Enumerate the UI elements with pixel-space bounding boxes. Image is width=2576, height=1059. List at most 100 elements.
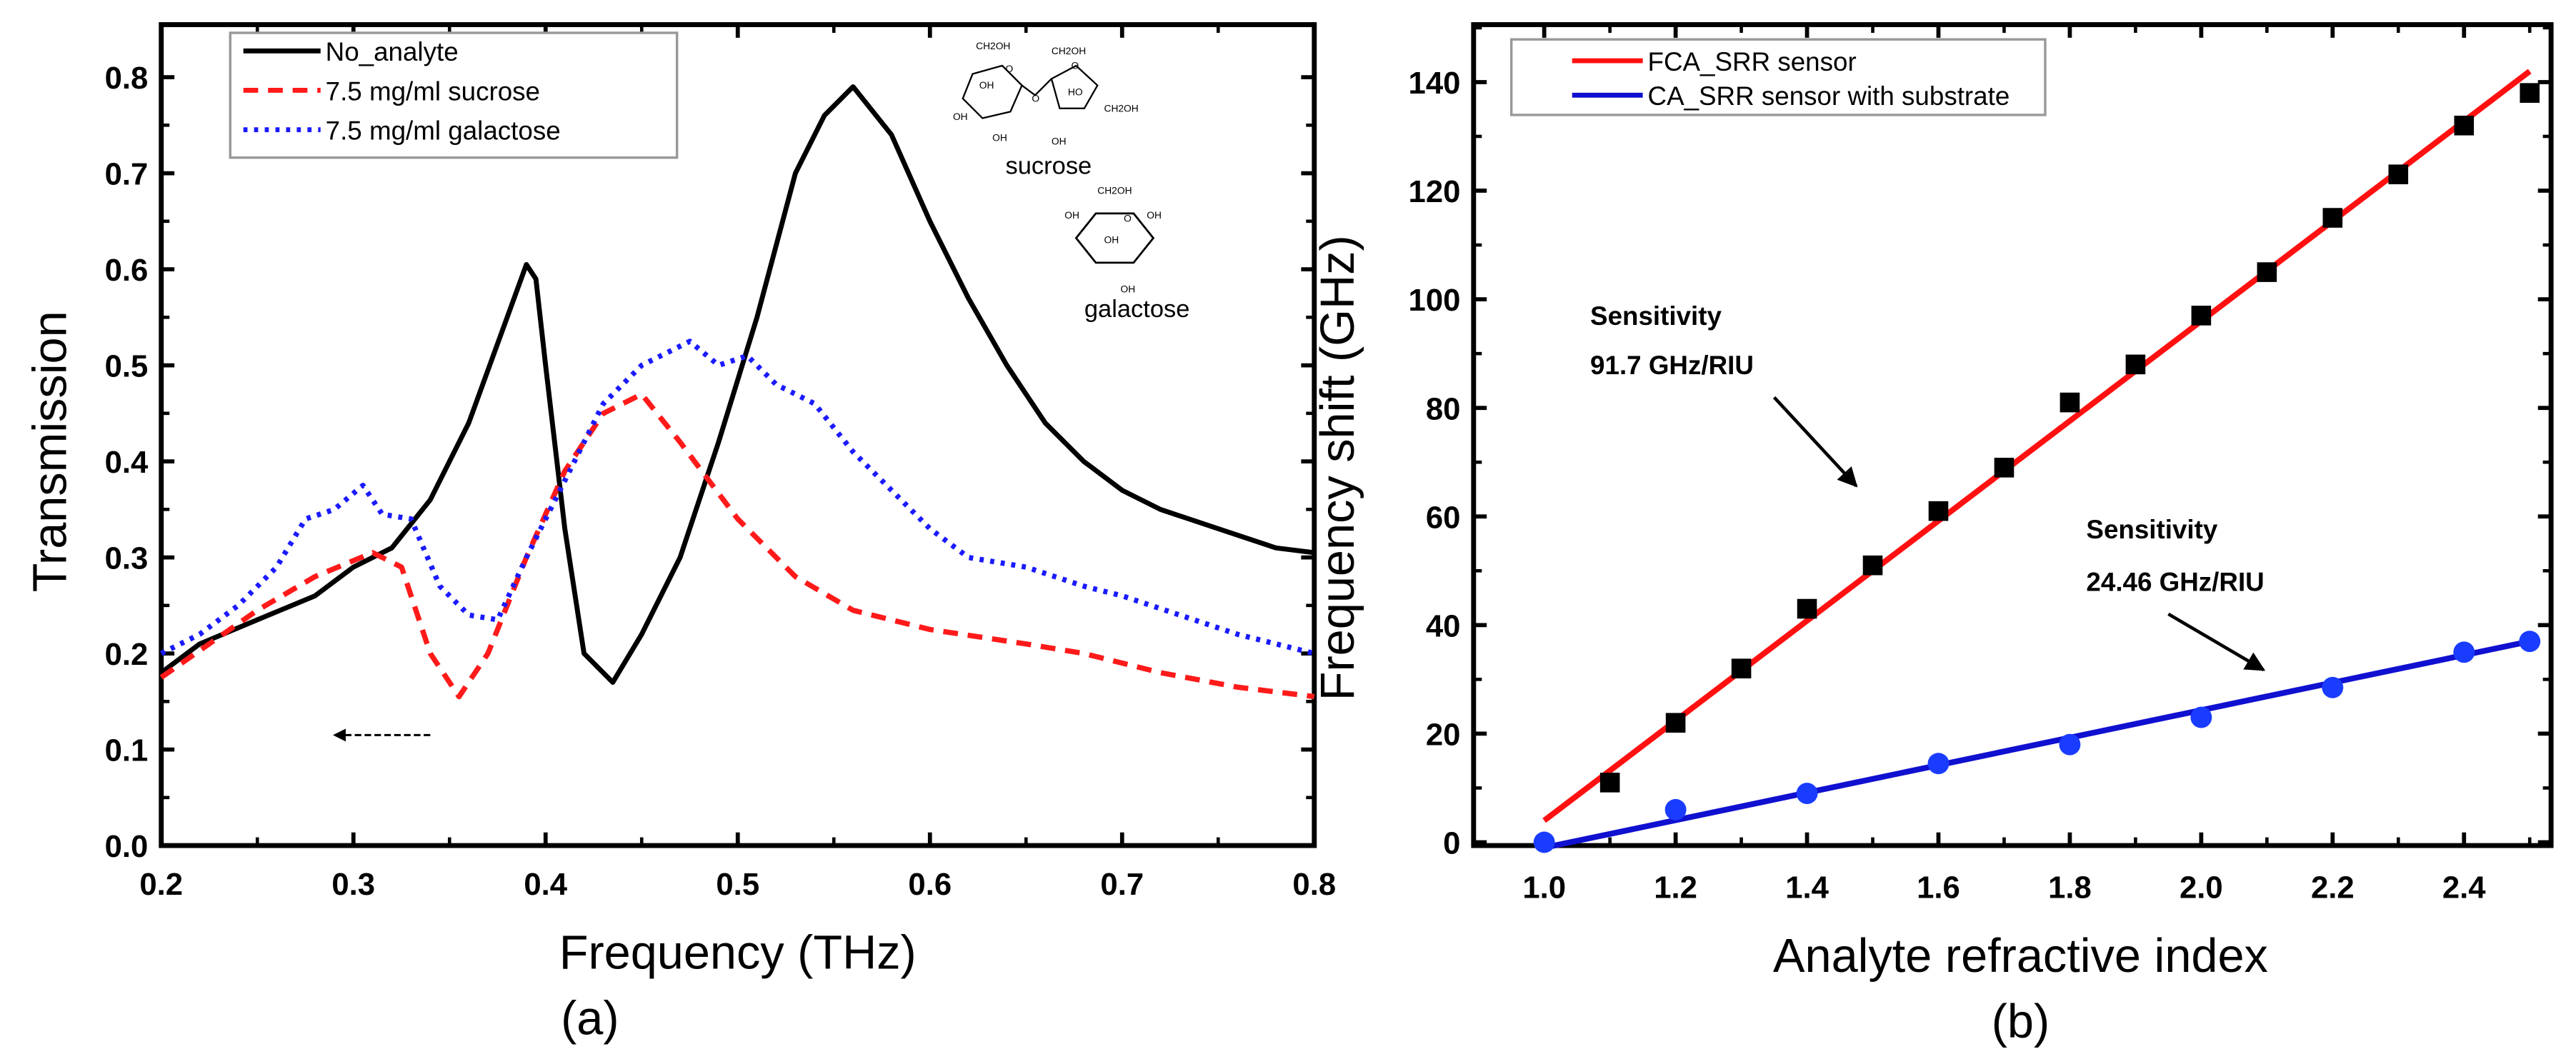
data-point-square <box>1731 658 1752 678</box>
x-tick-label: 2.4 <box>2442 870 2486 905</box>
y-axis-label: Transmission <box>24 311 76 592</box>
galactose-ring <box>1074 212 1155 264</box>
molecule-atom-label: OH <box>1120 283 1135 294</box>
plot-frame <box>1471 22 2554 848</box>
x-axis-label: Analyte refractive index <box>1773 930 2268 983</box>
data-point-circle <box>2519 631 2541 653</box>
data-point-square <box>2388 164 2409 185</box>
data-point-square <box>1928 501 1949 521</box>
y-tick-label: 40 <box>1426 608 1461 643</box>
y-tick-label: 100 <box>1409 283 1461 318</box>
data-point-square <box>2322 208 2343 228</box>
molecule-atom-label: O <box>1124 213 1132 224</box>
data-point-square <box>1797 598 1817 619</box>
x-axis-label: Frequency (THz) <box>559 927 917 980</box>
molecule-name: galactose <box>1084 296 1190 323</box>
molecule-atom-label: OH <box>1064 210 1079 221</box>
molecule-atom-label: OH <box>979 80 994 91</box>
x-tick-label: 0.2 <box>139 867 183 902</box>
x-tick-label: 2.2 <box>2311 870 2355 905</box>
fit-line-1 <box>1543 638 2531 851</box>
data-point-square <box>2060 392 2080 413</box>
x-tick-label: 0.4 <box>524 867 567 902</box>
molecule-atom-label: OH <box>1052 136 1067 146</box>
data-point-circle <box>2453 641 2475 663</box>
data-point-square <box>2257 262 2277 282</box>
x-tick-label: 0.3 <box>331 867 375 902</box>
molecule-atom-label: OH <box>1104 234 1119 245</box>
chart-b: 0 20 40 60 80 100 120 140 1.0 1.2 1.4 1.6 1.8 2.0 2.2 2… <box>1312 22 2554 1048</box>
data-point-square <box>2454 115 2475 136</box>
panel-label: (b) <box>1992 995 2050 1048</box>
y-tick-label: 0.7 <box>105 157 149 192</box>
data-point-square <box>2520 83 2540 103</box>
annotation-text: 24.46 GHz/RIU <box>2086 568 2264 597</box>
data-point-circle <box>1664 798 1687 820</box>
legend-label: 7.5 mg/ml galactose <box>326 116 561 145</box>
sucrose-glucose-ring <box>962 64 1023 119</box>
data-point-square <box>2191 306 2212 326</box>
y-tick-label: 20 <box>1426 718 1461 753</box>
x-tick-label: 1.4 <box>1785 870 1829 905</box>
annotation-text: 91.7 GHz/RIU <box>1590 351 1754 380</box>
molecule-atom-label: CH2OH <box>1104 103 1138 114</box>
y-tick-label: 0.0 <box>105 829 149 864</box>
annotation-arrow <box>2167 612 2266 672</box>
y-tick-label: 0.3 <box>105 541 149 576</box>
y-axis-label: Frequency shift (GHz) <box>1312 235 1364 701</box>
x-tick-label: 1.8 <box>2048 870 2092 905</box>
y-tick-label: 0.4 <box>105 445 149 480</box>
legend-box <box>1509 38 2047 116</box>
sucrose-fructose-ring <box>1050 64 1099 109</box>
molecule-atom-label: O <box>1006 64 1014 74</box>
panel-label: (a) <box>561 993 619 1045</box>
chart-a: 0.0 0.1 0.2 0.3 0.4 0.5 0.6 0.7 0.8 0.2 0.3 0.4 0.5 0… <box>24 22 1336 1045</box>
y-tick-label: 60 <box>1426 500 1461 535</box>
x-tick-label: 1.2 <box>1654 870 1697 905</box>
y-tick-label: 140 <box>1409 66 1461 101</box>
x-tick-label: 0.7 <box>1100 867 1144 902</box>
molecule-atom-label: O <box>1032 94 1039 104</box>
data-point-square <box>1665 713 1686 733</box>
data-point-circle <box>1796 783 1818 805</box>
data-point-square <box>2125 354 2146 375</box>
legend-label: No_analyte <box>326 37 459 66</box>
series-line-1 <box>159 391 1315 700</box>
molecule-atom-label: CH2OH <box>976 41 1010 51</box>
molecule-atom-label: CH2OH <box>1052 46 1086 56</box>
x-tick-label: 2.0 <box>2180 870 2223 905</box>
y-tick-label: 120 <box>1409 174 1461 209</box>
data-point-square <box>1862 555 1883 576</box>
annotation-arrow <box>1772 396 1858 488</box>
legend-label: 7.5 mg/ml sucrose <box>326 76 540 106</box>
y-tick-label: 0.5 <box>105 349 149 384</box>
molecule-atom-label: CH2OH <box>1097 185 1132 196</box>
x-tick-label: 0.5 <box>716 867 759 902</box>
annotation-text: Sensitivity <box>2086 515 2217 544</box>
data-point-square <box>1994 458 2015 478</box>
molecule-atom-label: HO <box>1068 86 1083 97</box>
data-point-circle <box>1533 831 1555 853</box>
molecule-atom-label: O <box>1072 61 1079 71</box>
y-tick-label: 80 <box>1426 391 1461 426</box>
fit-line-0 <box>1542 69 2532 823</box>
y-tick-label: 0.8 <box>105 61 149 96</box>
y-tick-label: 0 <box>1443 826 1460 861</box>
legend-label: CA_SRR sensor with substrate <box>1648 81 2010 111</box>
data-point-circle <box>2322 676 2344 698</box>
x-tick-label: 0.8 <box>1292 867 1336 902</box>
y-tick-label: 0.2 <box>105 637 149 672</box>
galactose-structure: CH2OH OH O OH OH OH galactose <box>1064 185 1189 322</box>
y-tick-label: 0.6 <box>105 253 149 288</box>
data-point-circle <box>2190 706 2212 728</box>
y-tick-label: 0.1 <box>105 733 149 768</box>
series-line-0 <box>159 84 1315 686</box>
x-tick-label: 1.0 <box>1522 870 1566 905</box>
sucrose-bond <box>1021 78 1052 96</box>
data-point-circle <box>2059 733 2081 756</box>
legend-label: FCA_SRR sensor <box>1648 47 1857 76</box>
x-tick-label: 0.6 <box>908 867 952 902</box>
molecule-name: sucrose <box>1006 153 1092 180</box>
